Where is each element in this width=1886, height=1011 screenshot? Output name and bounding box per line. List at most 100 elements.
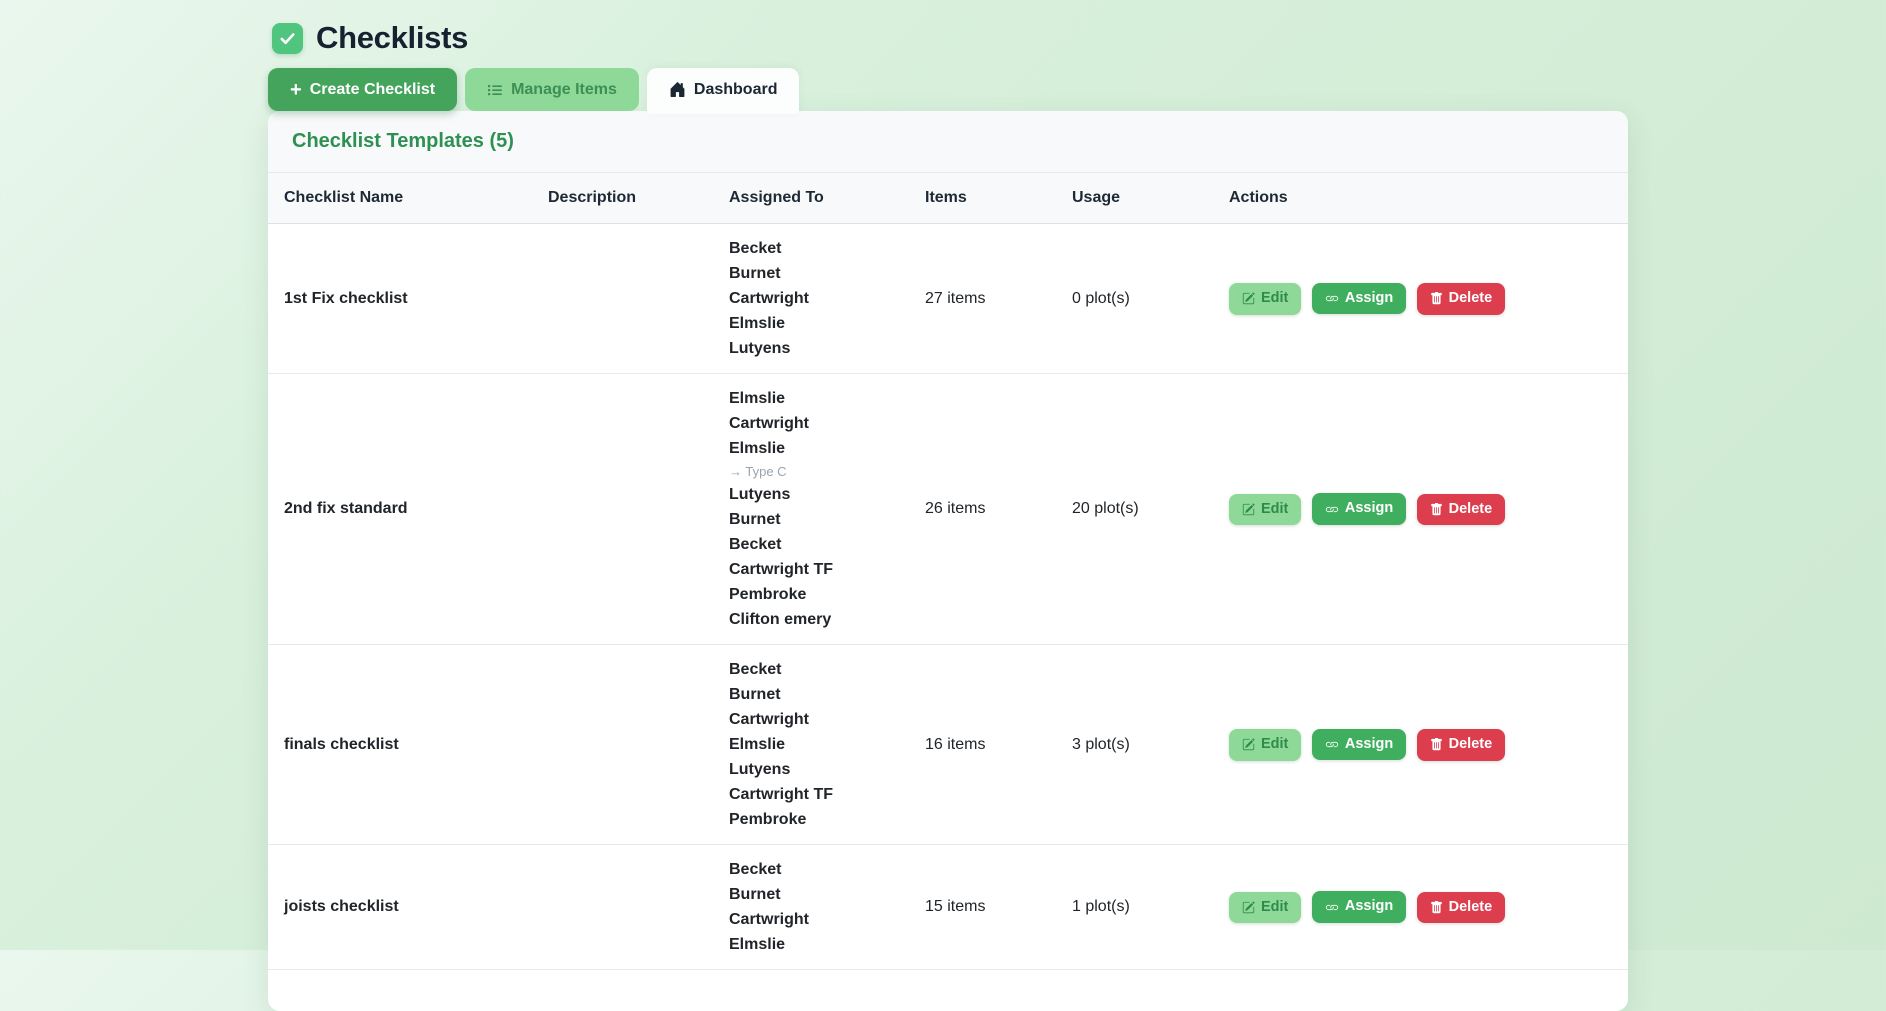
checklist-description: [532, 373, 713, 646]
delete-button[interactable]: Delete: [1416, 283, 1506, 315]
assignee-name: Lutyens: [729, 486, 791, 504]
assignee-name: Cartwright: [729, 911, 809, 929]
checkmark-glyph: [280, 32, 295, 44]
column-header-description: Description: [532, 173, 713, 225]
column-header-assigned-to: Assigned To: [713, 173, 909, 225]
delete-label: Delete: [1448, 290, 1493, 307]
edit-pencil-icon: [1242, 738, 1255, 751]
assign-button[interactable]: Assign: [1311, 891, 1407, 923]
plus-icon: +: [290, 78, 302, 101]
assignee-name: Cartwright: [729, 415, 809, 433]
items-count: 27 items: [909, 223, 1056, 375]
checklist-name: finals checklist: [268, 644, 532, 846]
table-row: 1st Fix checklist Becket Burnet Cartwright…: [268, 223, 1628, 375]
delete-button[interactable]: Delete: [1416, 729, 1506, 761]
checklist-name: 2nd fix standard: [268, 373, 532, 646]
dashboard-tab[interactable]: Dashboard: [646, 68, 800, 115]
assign-label: Assign: [1344, 500, 1394, 517]
assignee-name: Cartwright: [729, 290, 809, 308]
row-actions: Edit Assign Delete: [1213, 223, 1628, 375]
edit-label: Edit: [1261, 290, 1289, 307]
card-title: Checklist Templates (5): [292, 130, 514, 153]
trash-icon: [1430, 900, 1442, 914]
column-header-items: Items: [909, 173, 1056, 225]
edit-label: Edit: [1261, 898, 1289, 915]
delete-button[interactable]: Delete: [1416, 493, 1506, 526]
table-row: finals checklist Becket Burnet Cartwright E…: [268, 644, 1628, 846]
row-actions: Edit Assign Delete: [1213, 644, 1628, 846]
page-header: Checklists: [268, 20, 1628, 56]
edit-button[interactable]: Edit: [1229, 891, 1302, 924]
checklist-description: [532, 644, 713, 846]
assignee-name: Lutyens: [729, 761, 791, 779]
assign-label: Assign: [1344, 898, 1394, 915]
create-checklist-label: Create Checklist: [309, 81, 436, 98]
usage-count: 20 plot(s): [1056, 373, 1213, 646]
table-rows: 1st Fix checklist Becket Burnet Cartwright…: [268, 223, 1628, 971]
edit-button[interactable]: Edit: [1229, 283, 1302, 315]
delete-label: Delete: [1448, 500, 1493, 517]
assignee-name: Burnet: [729, 886, 781, 904]
link-icon: [1325, 296, 1338, 302]
assign-button[interactable]: Assign: [1311, 728, 1407, 761]
templates-table: Checklist Name Description Assigned To I…: [268, 173, 1628, 971]
assignee-name: Pembroke: [729, 811, 807, 829]
trash-icon: [1430, 502, 1442, 516]
edit-button[interactable]: Edit: [1229, 493, 1302, 526]
create-checklist-button[interactable]: + Create Checklist: [268, 68, 458, 112]
assignee-name: Burnet: [729, 265, 781, 283]
assignee-name: Becket: [729, 536, 782, 554]
manage-items-label: Manage Items: [511, 81, 617, 98]
trash-icon: [1430, 738, 1442, 751]
column-header-actions: Actions: [1213, 173, 1628, 225]
delete-button[interactable]: Delete: [1416, 891, 1506, 924]
table-header: Checklist Name Description Assigned To I…: [268, 173, 1628, 225]
assignee-name: Pembroke: [729, 586, 807, 604]
assignee-name: Cartwright: [729, 711, 809, 729]
assignee-name: Becket: [729, 661, 782, 679]
manage-items-button[interactable]: Manage Items: [465, 68, 639, 112]
edit-button[interactable]: Edit: [1229, 729, 1302, 761]
delete-label: Delete: [1448, 898, 1493, 915]
assigned-to-list: Elmslie Cartwright Elmslie → Type C Lutyens B…: [713, 373, 909, 646]
home-icon: [670, 82, 685, 98]
checklist-description: [532, 844, 713, 971]
edit-label: Edit: [1261, 736, 1289, 753]
assignee-name: Elmslie: [729, 440, 786, 458]
card-header: Checklist Templates (5): [268, 111, 1628, 174]
main-content: Checklists + Create Checklist Manage Ite…: [268, 20, 1628, 1011]
usage-count: 0 plot(s): [1056, 223, 1213, 375]
assignee-name: Burnet: [729, 511, 781, 529]
dashboard-label: Dashboard: [693, 81, 778, 98]
assign-button[interactable]: Assign: [1311, 493, 1407, 525]
edit-label: Edit: [1261, 500, 1289, 517]
assigned-to-list: Becket Burnet Cartwright Elmslie Lutyens Cart…: [713, 644, 909, 846]
assign-label: Assign: [1344, 289, 1394, 306]
column-header-usage: Usage: [1056, 173, 1213, 225]
items-count: 16 items: [909, 644, 1056, 846]
assign-label: Assign: [1344, 735, 1394, 752]
assignee-name: Lutyens: [729, 340, 791, 358]
assignee-name: Cartwright TF: [729, 561, 833, 579]
assignee-name: Elmslie: [729, 390, 786, 408]
table-row: 2nd fix standard Elmslie Cartwright Elmsli…: [268, 373, 1628, 646]
row-actions: Edit Assign Delete: [1213, 373, 1628, 646]
assignee-name: Burnet: [729, 686, 781, 704]
checklist-name: 1st Fix checklist: [268, 223, 532, 375]
assigned-to-list: Becket Burnet Cartwright Elmslie Lutyens: [713, 223, 909, 375]
assign-button[interactable]: Assign: [1311, 282, 1407, 315]
delete-label: Delete: [1448, 736, 1493, 753]
checklist-name: joists checklist: [268, 844, 532, 971]
edit-pencil-icon: [1242, 901, 1255, 914]
assignee-name: Clifton emery: [729, 611, 832, 629]
edit-pencil-icon: [1242, 292, 1255, 305]
column-header-checklist-name: Checklist Name: [268, 173, 532, 225]
assignee-name: Becket: [729, 240, 782, 258]
trash-icon: [1430, 292, 1442, 305]
page-title: Checklists: [316, 20, 469, 55]
toolbar: + Create Checklist Manage Items Dashboar…: [268, 68, 1628, 115]
assigned-to-list: Becket Burnet Cartwright Elmslie: [713, 844, 909, 971]
checklist-description: [532, 223, 713, 375]
list-icon: [488, 84, 503, 95]
edit-pencil-icon: [1242, 503, 1255, 516]
